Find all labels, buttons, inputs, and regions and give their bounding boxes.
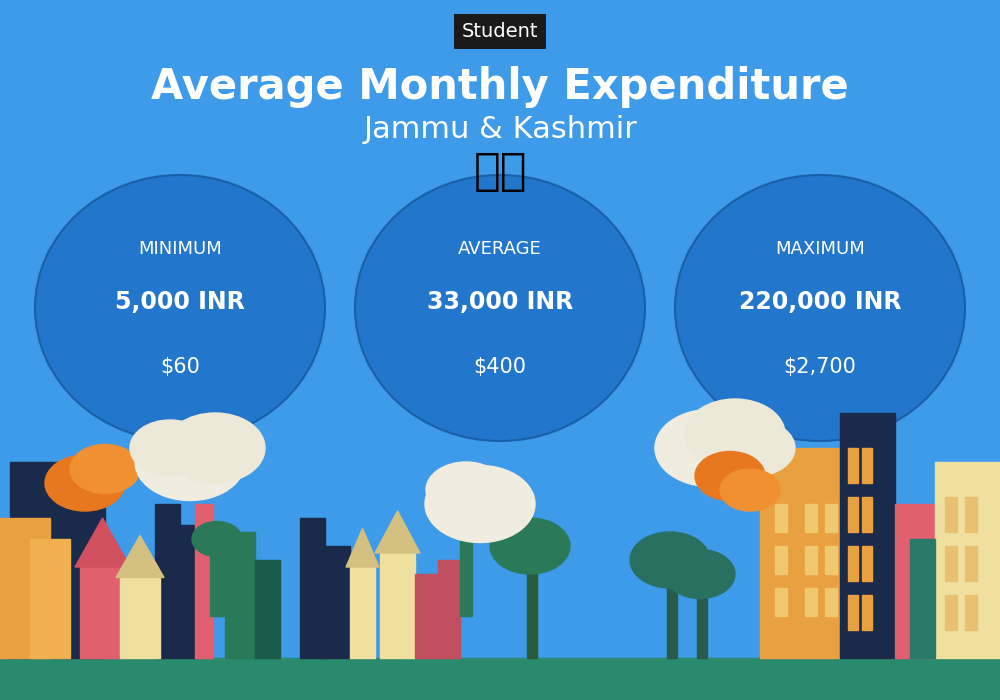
- Bar: [848, 546, 858, 581]
- Bar: [965, 546, 977, 581]
- Circle shape: [70, 444, 140, 493]
- Bar: [255, 560, 280, 658]
- Circle shape: [192, 522, 242, 556]
- Text: 🇮🇳: 🇮🇳: [473, 150, 527, 193]
- Bar: [527, 546, 537, 658]
- Circle shape: [630, 532, 710, 588]
- Bar: [0, 658, 1000, 700]
- Bar: [862, 497, 872, 532]
- Text: MINIMUM: MINIMUM: [138, 239, 222, 258]
- Bar: [935, 462, 1000, 658]
- Circle shape: [665, 550, 735, 598]
- Bar: [945, 497, 957, 532]
- Text: Student: Student: [462, 22, 538, 41]
- Bar: [350, 567, 375, 658]
- Bar: [840, 413, 895, 658]
- Ellipse shape: [355, 175, 645, 441]
- Bar: [0, 518, 50, 658]
- Bar: [862, 448, 872, 483]
- Text: 5,000 INR: 5,000 INR: [115, 290, 245, 314]
- Circle shape: [45, 455, 125, 511]
- Bar: [195, 504, 213, 658]
- Bar: [862, 595, 872, 630]
- Circle shape: [135, 424, 245, 500]
- Bar: [825, 504, 837, 532]
- Bar: [895, 504, 935, 658]
- Polygon shape: [116, 536, 164, 578]
- Bar: [805, 546, 817, 574]
- Bar: [805, 504, 817, 532]
- Bar: [965, 595, 977, 630]
- Polygon shape: [75, 518, 130, 567]
- Text: 33,000 INR: 33,000 INR: [427, 290, 573, 314]
- Bar: [380, 553, 415, 658]
- Bar: [460, 511, 472, 616]
- Bar: [120, 578, 160, 658]
- Bar: [862, 546, 872, 581]
- Bar: [667, 560, 677, 658]
- Text: MAXIMUM: MAXIMUM: [775, 239, 865, 258]
- Bar: [825, 588, 837, 616]
- Circle shape: [425, 466, 535, 542]
- Text: $400: $400: [474, 358, 526, 377]
- Circle shape: [130, 420, 210, 476]
- Ellipse shape: [35, 175, 325, 441]
- Text: $2,700: $2,700: [784, 358, 856, 377]
- Bar: [945, 595, 957, 630]
- Bar: [320, 546, 350, 658]
- Bar: [225, 532, 255, 658]
- Bar: [180, 525, 200, 658]
- Ellipse shape: [675, 175, 965, 441]
- Text: $60: $60: [160, 358, 200, 377]
- Bar: [945, 546, 957, 581]
- Bar: [697, 574, 707, 658]
- Circle shape: [695, 452, 765, 500]
- Bar: [825, 546, 837, 574]
- Text: 220,000 INR: 220,000 INR: [739, 290, 901, 314]
- Bar: [760, 448, 840, 658]
- Bar: [210, 546, 225, 616]
- Bar: [848, 497, 858, 532]
- Circle shape: [715, 420, 795, 476]
- Bar: [910, 539, 935, 658]
- Bar: [775, 588, 787, 616]
- Bar: [65, 504, 105, 658]
- Circle shape: [655, 410, 765, 486]
- Bar: [775, 504, 787, 532]
- Bar: [30, 539, 70, 658]
- Polygon shape: [346, 528, 379, 567]
- Text: Average Monthly Expenditure: Average Monthly Expenditure: [151, 66, 849, 108]
- Bar: [415, 574, 440, 658]
- Bar: [300, 518, 325, 658]
- Bar: [10, 462, 65, 658]
- Bar: [805, 588, 817, 616]
- Circle shape: [685, 399, 785, 469]
- Text: AVERAGE: AVERAGE: [458, 239, 542, 258]
- Circle shape: [490, 518, 570, 574]
- Bar: [848, 595, 858, 630]
- Bar: [155, 504, 180, 658]
- Circle shape: [165, 413, 265, 483]
- Bar: [965, 497, 977, 532]
- Bar: [775, 546, 787, 574]
- Bar: [80, 567, 125, 658]
- Bar: [848, 448, 858, 483]
- Polygon shape: [375, 511, 420, 553]
- Bar: [438, 560, 460, 658]
- Circle shape: [426, 462, 506, 518]
- Circle shape: [720, 469, 780, 511]
- Text: Jammu & Kashmir: Jammu & Kashmir: [363, 115, 637, 144]
